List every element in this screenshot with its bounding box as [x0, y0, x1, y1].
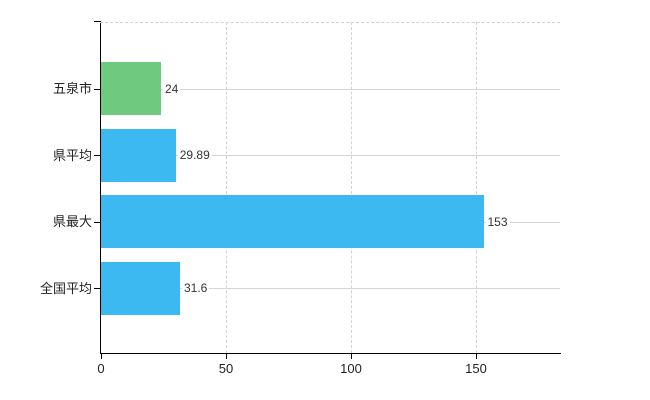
category-label: 五泉市 [52, 81, 92, 96]
x-gridline [351, 22, 352, 353]
x-axis [100, 353, 561, 354]
x-tick-label: 150 [465, 361, 487, 376]
plot-top-border [100, 22, 560, 23]
bar[interactable] [101, 128, 176, 182]
category-gridline [101, 155, 560, 156]
y-axis-top-tick [94, 21, 100, 22]
x-axis-tick [476, 354, 477, 359]
y-axis [100, 21, 101, 354]
y-axis-tick [94, 88, 100, 90]
category-label: 全国平均 [39, 280, 92, 296]
bar-value-label: 31.6 [182, 281, 210, 295]
x-tick-label: 50 [218, 361, 234, 376]
y-axis-tick [94, 155, 100, 156]
y-axis-tick [94, 288, 100, 289]
category-gridline [101, 88, 560, 90]
bar-value-label: 24 [163, 81, 181, 96]
x-axis-tick [101, 354, 102, 359]
bar[interactable] [101, 195, 484, 248]
bar-value-label: 29.89 [177, 148, 212, 162]
x-tick-label: 100 [340, 361, 362, 376]
y-axis-tick [94, 221, 100, 223]
bar[interactable] [101, 261, 180, 315]
bar-value-label: 153 [485, 214, 510, 229]
x-axis-tick [351, 354, 352, 359]
x-gridline [476, 22, 477, 353]
category-gridline [101, 288, 560, 289]
category-label: 県平均 [52, 147, 92, 163]
x-gridline [226, 22, 227, 353]
x-tick-label: 0 [97, 361, 105, 376]
category-label: 県最大 [52, 214, 92, 229]
x-axis-tick [226, 354, 227, 359]
bar[interactable] [101, 62, 161, 115]
